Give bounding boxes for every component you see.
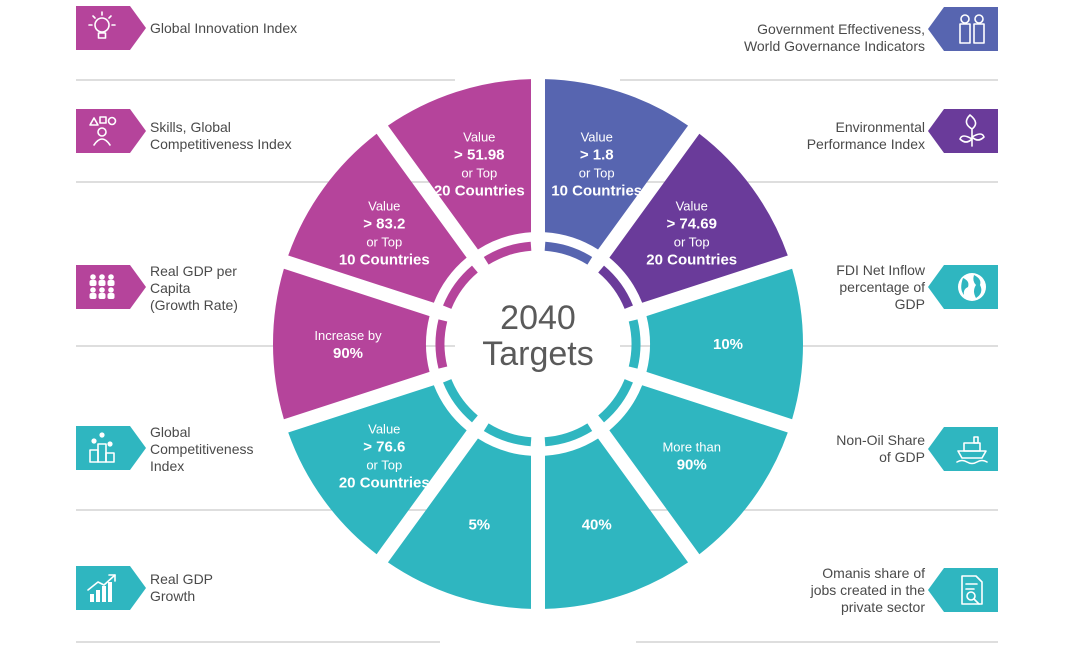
ring-segment [544,79,689,250]
ship-icon [928,427,998,471]
ring-segment [646,268,803,420]
center-title: 2040 Targets [438,300,638,372]
label-government-effectiveness: Government Effectiveness, World Governan… [743,21,925,54]
inner-ring-arc [483,241,532,265]
icon-badges [76,6,998,612]
center-title-word: Targets [482,335,594,373]
ring-segment [273,268,430,420]
label-fdi-net-inflow: FDI Net Inflow percentage of GDP [836,262,925,312]
skills-person-icon [76,109,146,153]
inner-ring-arc [598,379,633,423]
inner-ring-arc [435,319,448,369]
segment-label: More than 90% [662,440,721,474]
podium-icon [76,426,146,470]
lightbulb-icon [76,6,146,50]
segment-label: 10% [713,336,743,353]
globe-icon [928,265,998,309]
label-global-innovation-index: Global Innovation Index [150,20,298,36]
bar-growth-icon [76,566,146,610]
ring-segment [544,438,689,609]
center-title-year: 2040 [500,299,576,337]
inner-ring [435,241,641,447]
label-environmental-performance-index: Environmental Performance Index [806,119,925,152]
ring-segment [387,79,532,250]
segment-label: 40% [582,517,612,534]
donut-ring [273,79,803,609]
document-search-icon [928,568,998,612]
segment-label: Value > 74.69 or Top 20 Countries [646,198,737,268]
segment-label: Increase by 90% [314,328,382,362]
people-group-icon [76,265,146,309]
ring-segment [609,385,788,555]
inner-ring-arc [544,241,593,265]
ring-segment [288,133,467,303]
segment-label: Value > 1.8 or Top 10 Countries [551,129,642,199]
label-real-gdp-growth: Real GDP Growth [150,571,214,604]
inner-ring-arc [598,265,633,309]
plant-icon [928,109,998,153]
inner-ring-arc [443,379,478,423]
segment-label: Value > 83.2 or Top 10 Countries [339,198,430,268]
inner-ring-arc [443,265,478,309]
label-skills-gci: Skills, Global Competitiveness Index [150,119,292,152]
ring-segment [288,385,467,555]
segment-label: Value > 76.6 or Top 20 Countries [339,422,430,492]
label-non-oil-share: Non-Oil Share of GDP [836,432,925,465]
ring-segment [609,133,788,303]
label-omanis-share-jobs: Omanis share of jobs created in the priv… [810,565,925,615]
ring-segment [387,438,532,609]
segment-label: 5% [468,517,490,534]
label-real-gdp-per-capita: Real GDP per Capita (Growth Rate) [150,263,238,313]
segment-label: Value > 51.98 or Top 20 Countries [434,129,525,199]
inner-ring-arc [544,423,593,447]
inner-ring-arc [483,423,532,447]
label-global-competitiveness-index: Global Competitiveness Index [150,424,254,474]
inner-ring-arc [628,319,641,369]
officials-icon [928,7,998,51]
